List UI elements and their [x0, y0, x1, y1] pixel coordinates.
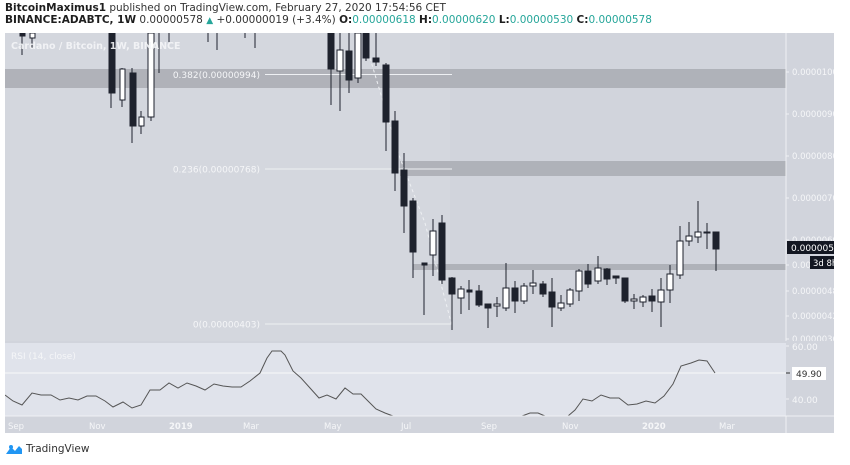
svg-text:2020: 2020 — [642, 422, 666, 432]
ohlc-high-value: 0.00000620 — [432, 14, 496, 26]
up-arrow-icon: ▲ — [206, 16, 214, 26]
svg-text:0.00000700: 0.00000700 — [792, 194, 834, 204]
fib-label-0: 0(0.00000403) — [193, 321, 260, 331]
time-axis[interactable] — [5, 416, 834, 433]
author-name[interactable]: BitcoinMaximus1 — [5, 2, 107, 14]
last-price-label: 0.00000578 — [791, 244, 834, 254]
ohlc-close-label: C: — [576, 14, 589, 26]
trend-line[interactable] — [369, 57, 453, 327]
tradingview-logo-text: TradingView — [26, 443, 90, 455]
ohlc-open-label: O: — [339, 14, 353, 26]
last-price: 0.00000578 — [139, 14, 203, 26]
last-price-marker — [787, 241, 834, 254]
ohlc-low-value: 0.00000530 — [509, 14, 574, 26]
svg-text:Jul: Jul — [400, 422, 411, 432]
svg-text:Nov: Nov — [562, 422, 579, 432]
countdown-marker — [810, 256, 834, 269]
svg-text:0.00000365: 0.00000365 — [792, 335, 834, 345]
svg-text:0.00000480: 0.00000480 — [792, 287, 834, 297]
svg-text:Nov: Nov — [89, 422, 106, 432]
rsi-legend: RSI (14, close) — [11, 352, 76, 362]
chart-svg[interactable]: 0.382(0.00000994) 0.236(0.00000768) 0(0.… — [4, 32, 846, 433]
svg-text:0.00001000: 0.00001000 — [792, 68, 834, 78]
svg-text:40.00: 40.00 — [792, 396, 818, 406]
tradingview-logo-icon — [6, 444, 22, 454]
symbol-info: BINANCE:ADABTC, 1W 0.00000578 ▲ +0.00000… — [5, 14, 652, 27]
chart-legend: Cardano / Bitcoin, 1W, BINANCE — [11, 41, 181, 52]
rsi-value-label: 49.90 — [796, 370, 822, 380]
svg-text:Mar: Mar — [243, 422, 260, 432]
ohlc-close-value: 0.00000578 — [588, 14, 652, 26]
support-zone[interactable] — [413, 264, 786, 270]
resistance-zone-upper[interactable] — [5, 69, 786, 88]
published-text: published on TradingView.com, February 2… — [106, 2, 446, 14]
ohlc-high-label: H: — [419, 14, 433, 26]
rsi-line[interactable] — [4, 350, 394, 417]
tradingview-logo[interactable]: TradingView — [5, 443, 89, 455]
countdown-label: 3d 8h — [813, 259, 834, 269]
svg-text:0.00000800: 0.00000800 — [792, 152, 834, 162]
ohlc-open-value: 0.00000618 — [352, 14, 416, 26]
fib-label-0382: 0.382(0.00000994) — [173, 71, 260, 81]
svg-text:Sep: Sep — [8, 422, 24, 432]
svg-text:2019: 2019 — [169, 422, 193, 432]
svg-text:Mar: Mar — [719, 422, 736, 432]
ohlc-low-label: L: — [498, 14, 510, 26]
candlesticks[interactable] — [19, 32, 720, 330]
svg-text:60.00: 60.00 — [792, 343, 818, 353]
svg-text:0.00000900: 0.00000900 — [792, 110, 834, 120]
chart-container[interactable]: 0.382(0.00000994) 0.236(0.00000768) 0(0.… — [4, 32, 846, 433]
symbol-label: BINANCE:ADABTC, 1W — [5, 14, 137, 26]
svg-text:May: May — [324, 422, 342, 432]
fib-label-0236: 0.236(0.00000768) — [173, 166, 260, 176]
rsi-value-marker — [792, 367, 826, 380]
publish-info: BitcoinMaximus1 published on TradingView… — [5, 2, 446, 14]
rsi-pane[interactable] — [5, 343, 786, 416]
resistance-zone-middle[interactable] — [400, 161, 786, 176]
rsi-axis-labels: 60.00 40.00 — [786, 343, 818, 406]
svg-text:0.00000420: 0.00000420 — [792, 312, 834, 322]
svg-text:Sep: Sep — [481, 422, 497, 432]
time-axis-labels: Sep Nov 2019 Mar May Jul Sep Nov 2020 Ma… — [8, 422, 736, 432]
price-change: +0.00000019 (+3.4%) — [216, 14, 336, 26]
